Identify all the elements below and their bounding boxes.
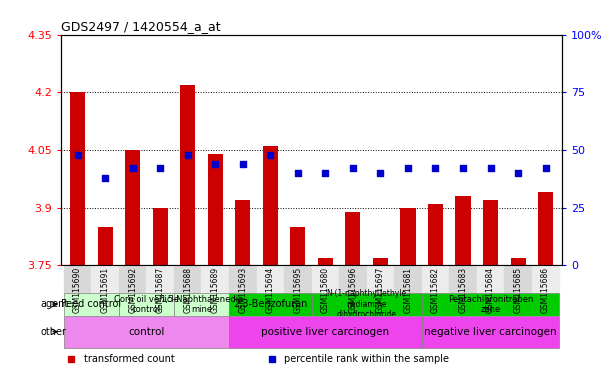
- Point: [486, 166, 496, 172]
- Text: Pentachloronitroben
zene: Pentachloronitroben zene: [448, 295, 533, 314]
- Bar: [235, 200, 251, 265]
- Bar: [477, 265, 504, 293]
- Bar: [367, 265, 394, 293]
- Text: Feed control: Feed control: [61, 299, 122, 309]
- Point: [128, 166, 137, 172]
- Bar: [483, 200, 498, 265]
- Bar: [428, 204, 443, 265]
- Bar: [312, 293, 422, 316]
- Text: percentile rank within the sample: percentile rank within the sample: [284, 354, 449, 364]
- Bar: [64, 293, 119, 316]
- Text: GSM115695: GSM115695: [293, 267, 302, 313]
- Point: [293, 170, 302, 176]
- Point: [210, 161, 220, 167]
- Point: [513, 170, 523, 176]
- Bar: [180, 84, 196, 265]
- Bar: [504, 265, 532, 293]
- Text: negative liver carcinogen: negative liver carcinogen: [424, 327, 557, 337]
- Bar: [92, 265, 119, 293]
- Bar: [422, 316, 559, 348]
- Text: GSM115683: GSM115683: [458, 267, 467, 313]
- Bar: [511, 258, 525, 265]
- Bar: [538, 192, 553, 265]
- Bar: [229, 316, 422, 348]
- Text: GSM115688: GSM115688: [183, 267, 192, 313]
- Point: [348, 166, 358, 172]
- Bar: [125, 150, 141, 265]
- Text: GSM115680: GSM115680: [321, 267, 330, 313]
- Text: agent: agent: [40, 299, 68, 309]
- Bar: [532, 265, 559, 293]
- Text: GSM115691: GSM115691: [101, 267, 109, 313]
- Point: [541, 166, 551, 172]
- Point: [73, 152, 82, 158]
- Bar: [147, 265, 174, 293]
- Bar: [263, 146, 278, 265]
- Text: GSM115692: GSM115692: [128, 267, 137, 313]
- Bar: [257, 265, 284, 293]
- Point: [265, 152, 275, 158]
- Bar: [318, 258, 333, 265]
- Bar: [373, 258, 388, 265]
- Text: GSM115685: GSM115685: [514, 267, 522, 313]
- Text: GSM115689: GSM115689: [211, 267, 220, 313]
- Point: [403, 166, 413, 172]
- Text: transformed count: transformed count: [84, 354, 174, 364]
- Text: 1,5-Naphthalenedia
mine: 1,5-Naphthalenedia mine: [160, 295, 243, 314]
- Bar: [284, 265, 312, 293]
- Text: GSM115696: GSM115696: [348, 267, 357, 313]
- Bar: [64, 316, 229, 348]
- Text: GSM115684: GSM115684: [486, 267, 495, 313]
- Bar: [119, 265, 147, 293]
- Point: [155, 166, 165, 172]
- Bar: [174, 265, 202, 293]
- Bar: [229, 265, 257, 293]
- Point: [100, 175, 110, 181]
- Point: [321, 170, 331, 176]
- Text: other: other: [40, 327, 67, 337]
- Text: GSM115681: GSM115681: [403, 267, 412, 313]
- Text: 2,3-Benzofuran: 2,3-Benzofuran: [233, 299, 307, 309]
- Text: positive liver carcinogen: positive liver carcinogen: [262, 327, 389, 337]
- Text: GSM115686: GSM115686: [541, 267, 550, 313]
- Bar: [229, 293, 312, 316]
- Bar: [345, 212, 360, 265]
- Bar: [339, 265, 367, 293]
- Point: [431, 166, 441, 172]
- Text: GSM115693: GSM115693: [238, 267, 247, 313]
- Bar: [153, 208, 168, 265]
- Text: GSM115682: GSM115682: [431, 267, 440, 313]
- Bar: [64, 265, 92, 293]
- Bar: [449, 265, 477, 293]
- Bar: [119, 293, 174, 316]
- Text: GSM115697: GSM115697: [376, 267, 385, 313]
- Text: GSM115690: GSM115690: [73, 267, 82, 313]
- Text: Corn oil vehicle
control: Corn oil vehicle control: [114, 295, 179, 314]
- Point: [376, 170, 386, 176]
- Bar: [70, 92, 85, 265]
- Text: control: control: [128, 327, 164, 337]
- Text: GSM115694: GSM115694: [266, 267, 275, 313]
- Text: GSM115687: GSM115687: [156, 267, 165, 313]
- Bar: [400, 208, 415, 265]
- Bar: [208, 154, 223, 265]
- Bar: [394, 265, 422, 293]
- Bar: [312, 265, 339, 293]
- Bar: [202, 265, 229, 293]
- Text: GDS2497 / 1420554_a_at: GDS2497 / 1420554_a_at: [61, 20, 221, 33]
- Bar: [422, 265, 449, 293]
- Point: [458, 166, 468, 172]
- Text: N-(1-naphthyl)ethyle
nediamine
dihydrochloride: N-(1-naphthyl)ethyle nediamine dihydroch…: [327, 290, 407, 319]
- Bar: [422, 293, 559, 316]
- Bar: [98, 227, 112, 265]
- Bar: [290, 227, 306, 265]
- Bar: [174, 293, 229, 316]
- Bar: [455, 196, 470, 265]
- Point: [238, 161, 247, 167]
- Point: [183, 152, 192, 158]
